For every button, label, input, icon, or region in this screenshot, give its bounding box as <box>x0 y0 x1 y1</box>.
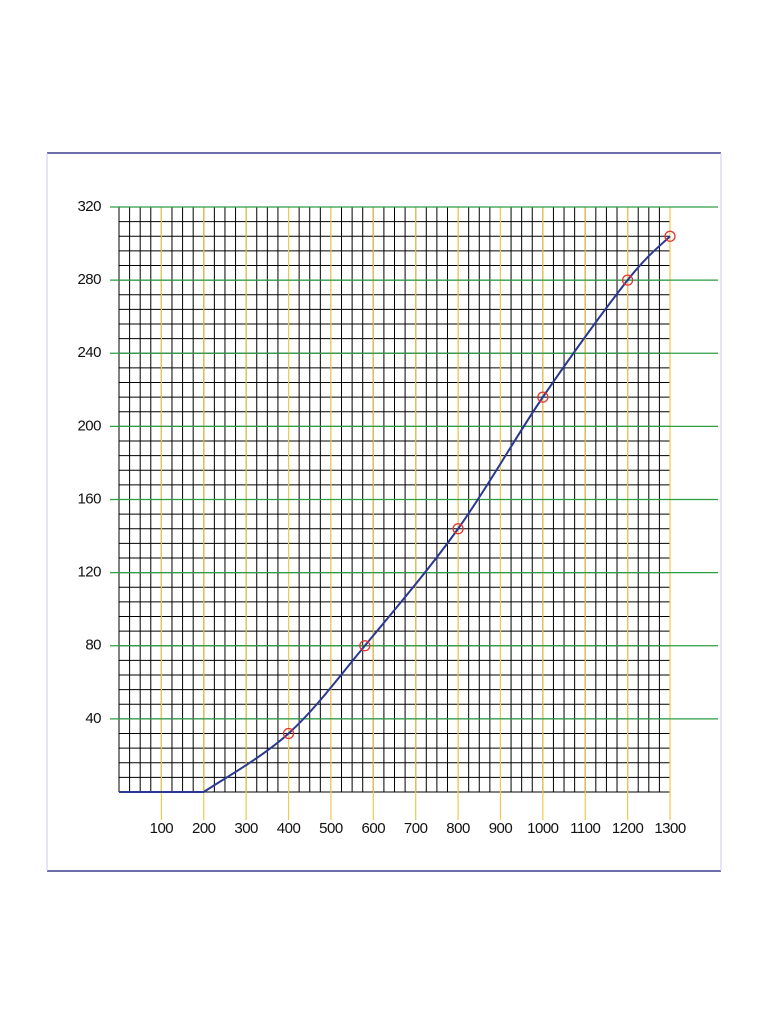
x-tick-label: 1000 <box>527 820 559 837</box>
y-tick-label: 120 <box>77 564 101 581</box>
x-tick-label: 500 <box>319 820 343 837</box>
y-tick-label: 320 <box>77 198 101 215</box>
x-tick-label: 900 <box>489 820 513 837</box>
plot <box>119 230 676 793</box>
x-tick-label: 1300 <box>654 820 686 837</box>
x-tick-label: 600 <box>362 820 386 837</box>
x-tick-label: 200 <box>192 820 216 837</box>
y-tick-label: 240 <box>77 344 101 361</box>
x-tick-label: 700 <box>404 820 428 837</box>
data-point <box>621 274 634 286</box>
data-line <box>119 235 671 793</box>
major-grid: 100 200 300 400 500 600 700 800 900 1000 1100 1200 1… <box>77 198 718 837</box>
y-tick-label: 80 <box>85 637 101 654</box>
x-tick-label: 800 <box>446 820 470 837</box>
x-tick-label: 300 <box>234 820 258 837</box>
data-point <box>537 391 549 403</box>
y-tick-label: 160 <box>77 490 101 507</box>
data-point <box>664 230 676 242</box>
x-tick-label: 100 <box>150 820 174 837</box>
x-tick-label: 1100 <box>570 820 600 837</box>
data-point <box>452 523 464 535</box>
x-tick-label: 400 <box>277 820 301 837</box>
y-tick-label: 40 <box>85 710 101 727</box>
x-tick-label: 1200 <box>612 820 644 837</box>
data-point <box>359 640 371 652</box>
data-point <box>282 727 295 740</box>
y-tick-label: 280 <box>77 271 101 288</box>
y-tick-label: 200 <box>77 417 101 434</box>
